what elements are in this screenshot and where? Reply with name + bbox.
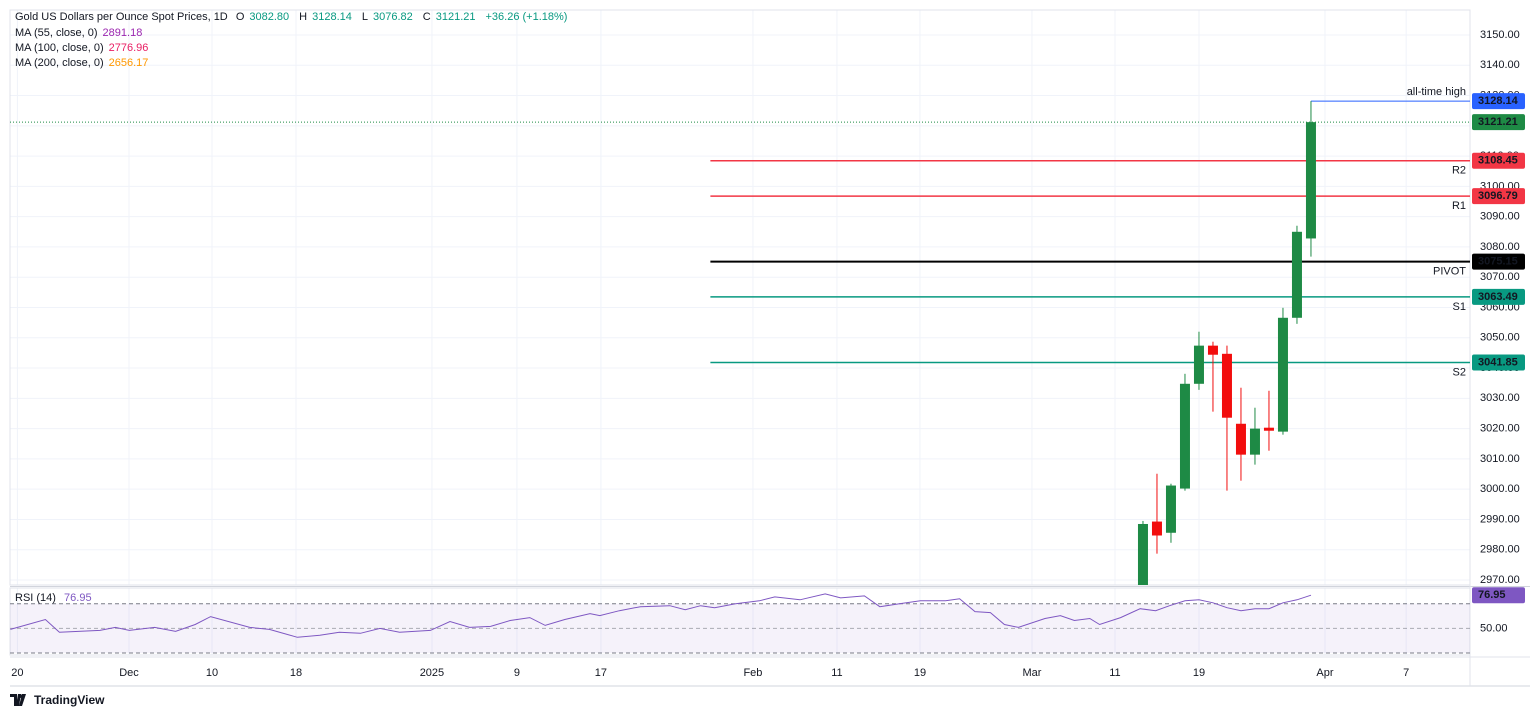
brand-name: TradingView — [34, 693, 105, 707]
candle-body — [1277, 317, 1288, 432]
ohlc-value: 3076.82 — [373, 11, 413, 23]
price-tag-label: 3096.79 — [1478, 190, 1518, 202]
brand-logo — [10, 694, 26, 706]
x-tick-label: Feb — [743, 667, 762, 679]
candles — [1137, 101, 1316, 585]
pivot-label: R2 — [1452, 165, 1466, 177]
y-tick-label: 3080.00 — [1480, 241, 1520, 253]
y-tick-label: 2980.00 — [1480, 544, 1520, 556]
change: +36.26 (+1.18%) — [485, 11, 568, 23]
price-tag-label: 3063.49 — [1478, 291, 1518, 303]
ath-label: all-time high — [1407, 86, 1466, 98]
x-tick-label: 19 — [1193, 667, 1205, 679]
price-tag — [1472, 288, 1525, 305]
x-tick-label: 19 — [914, 667, 926, 679]
candle-body — [1165, 485, 1176, 533]
ohlc-value: 3128.14 — [312, 11, 352, 23]
price-tag-label: 3041.85 — [1478, 356, 1518, 368]
x-tick-label: Apr — [1316, 667, 1333, 679]
price-tag — [1472, 188, 1525, 205]
ohlc-key: H — [299, 11, 308, 23]
ohlc-key: C — [422, 11, 431, 23]
price-tag-label: 3108.45 — [1478, 155, 1518, 167]
pivot-label: PIVOT — [1433, 266, 1466, 278]
price-tag — [1472, 114, 1525, 131]
ma-value: 2656.17 — [108, 57, 149, 69]
price-tag-label: 76.95 — [1478, 589, 1506, 601]
ma-row: MA (200, close, 0) 2656.17 — [15, 57, 153, 69]
ohlc-key: L — [361, 11, 368, 23]
y-tick-label: 3150.00 — [1480, 29, 1520, 41]
rsi-legend: RSI (14) 76.95 — [15, 592, 97, 604]
legend-main: Gold US Dollars per Ounce Spot Prices, 1… — [15, 11, 577, 23]
ohlc-item: H 3128.14 — [299, 11, 357, 23]
ohlc-key: O — [235, 11, 245, 23]
price-tag — [1472, 152, 1525, 169]
candle-body — [1179, 383, 1190, 489]
x-tick-label: 11 — [1109, 667, 1120, 679]
price-tag-label: 3075.15 — [1478, 256, 1518, 268]
rsi-name: RSI (14) — [15, 592, 56, 604]
ma-row: MA (100, close, 0) 2776.96 — [15, 42, 153, 54]
ma-name: MA (200, close, 0) — [15, 57, 104, 69]
x-tick-label: 2025 — [420, 667, 444, 679]
legend-title: Gold US Dollars per Ounce Spot Prices, 1… — [15, 11, 228, 23]
price-tag-label: 3121.21 — [1478, 116, 1518, 128]
y-tick-label: 3090.00 — [1480, 211, 1520, 223]
ohlc-item: C 3121.21 — [423, 11, 481, 23]
x-tick-label: 11 — [831, 667, 842, 679]
candle-body — [1291, 231, 1302, 318]
ma-name: MA (55, close, 0) — [15, 27, 98, 39]
ohlc-value: 3082.80 — [249, 11, 290, 23]
candle-body — [1193, 345, 1204, 384]
x-tick-label: 17 — [595, 667, 607, 679]
x-tick-label: 10 — [206, 667, 218, 679]
price-tag — [1472, 587, 1525, 604]
rsi-value: 76.95 — [64, 592, 92, 604]
y-tick-label: 3050.00 — [1480, 332, 1520, 344]
y-tick-label: 2970.00 — [1480, 574, 1520, 586]
y-tick-label: 3010.00 — [1480, 453, 1520, 465]
price-tag — [1472, 253, 1525, 270]
ma-name: MA (100, close, 0) — [15, 42, 104, 54]
pivot-label: S1 — [1453, 301, 1466, 313]
candle-body — [1137, 523, 1148, 585]
price-tag-label: 3128.14 — [1478, 95, 1519, 107]
price-tag — [1472, 93, 1525, 110]
ohlc-item: O 3082.80 — [236, 11, 294, 23]
y-tick-label: 3070.00 — [1480, 271, 1520, 283]
ma-value: 2776.96 — [108, 42, 149, 54]
pivot-label: R1 — [1452, 200, 1466, 212]
x-tick-label: 20 — [11, 667, 23, 679]
candle-body — [1221, 353, 1232, 418]
x-tick-label: 9 — [514, 667, 520, 679]
x-tick-label: Mar — [1022, 667, 1041, 679]
y-tick-label: 3140.00 — [1480, 59, 1520, 71]
candle-body — [1305, 122, 1316, 239]
x-tick-label: 7 — [1403, 667, 1409, 679]
legend-ohlc: O 3082.80 H 3128.14 L 3076.82 C 3121.21 +36.26 (… — [236, 11, 573, 23]
candle-body — [1249, 428, 1260, 455]
y-tick-label: 3020.00 — [1480, 423, 1520, 435]
candle-body — [1207, 345, 1218, 355]
x-tick-label: Dec — [119, 667, 139, 679]
price-tag — [1472, 354, 1525, 371]
y-tick-label: 3030.00 — [1480, 392, 1520, 404]
y-tick-label: 2990.00 — [1480, 513, 1520, 525]
brand: TradingView — [10, 693, 104, 707]
rsi-line — [10, 593, 1312, 638]
rsi-tick-label: 50.00 — [1480, 622, 1508, 634]
y-tick-label: 3000.00 — [1480, 483, 1520, 495]
candle-body — [1235, 423, 1246, 455]
ma-value: 2891.18 — [102, 27, 143, 39]
x-tick-label: 18 — [290, 667, 302, 679]
ma-row: MA (55, close, 0) 2891.18 — [15, 27, 147, 39]
candle-body — [1151, 521, 1162, 536]
candle-body — [1263, 427, 1274, 431]
ohlc-value: 3121.21 — [435, 11, 476, 23]
pivot-label: S2 — [1453, 366, 1466, 378]
ohlc-item: L 3076.82 — [362, 11, 418, 23]
